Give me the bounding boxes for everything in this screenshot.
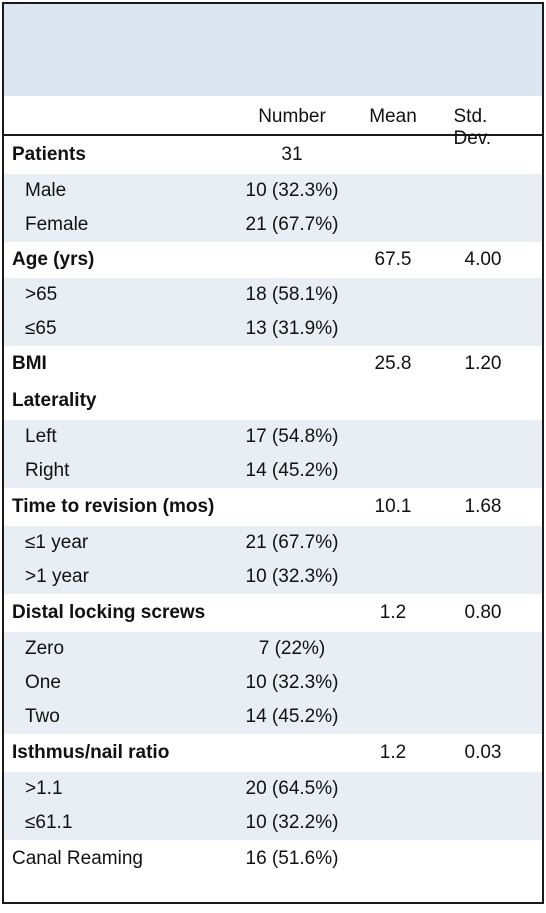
cell-std-dev: 4.00 bbox=[464, 249, 502, 270]
cell-number: 13 (31.9%) bbox=[245, 318, 339, 339]
cell-number: 10 (32.3%) bbox=[245, 180, 339, 201]
table-row: Laterality bbox=[4, 382, 542, 420]
cell-number: 21 (67.7%) bbox=[245, 214, 339, 235]
row-label: Canal Reaming bbox=[12, 848, 143, 869]
row-label: ≤61.1 bbox=[25, 812, 73, 833]
table-row: >65 18 (58.1%) bbox=[4, 278, 542, 312]
row-label: Two bbox=[25, 706, 60, 727]
header-std-dev: Std. Dev. bbox=[453, 106, 492, 149]
table-row: Female 21 (67.7%) bbox=[4, 208, 542, 242]
table-row: BMI 25.8 1.20 bbox=[4, 346, 542, 382]
row-label: Patients bbox=[12, 144, 86, 165]
cell-number: 14 (45.2%) bbox=[245, 706, 339, 727]
table-row: One 10 (32.3%) bbox=[4, 666, 542, 700]
row-label: Distal locking screws bbox=[12, 602, 206, 623]
row-label: >1.1 bbox=[25, 778, 63, 799]
table-row: >1 year 10 (32.3%) bbox=[4, 560, 542, 594]
cell-std-dev: 0.80 bbox=[464, 602, 502, 623]
row-label: Age (yrs) bbox=[12, 249, 95, 270]
cell-number: 20 (64.5%) bbox=[245, 778, 339, 799]
table-row: Male 10 (32.3%) bbox=[4, 174, 542, 208]
cell-number: 10 (32.3%) bbox=[245, 672, 339, 693]
cell-number: 31 bbox=[281, 144, 303, 165]
cell-number: 18 (58.1%) bbox=[245, 284, 339, 305]
table-row: ≤1 year 21 (67.7%) bbox=[4, 526, 542, 560]
cell-mean: 67.5 bbox=[374, 249, 412, 270]
cell-number: 14 (45.2%) bbox=[245, 460, 339, 481]
table-row: Age (yrs) 67.5 4.00 bbox=[4, 242, 542, 278]
table-row: Zero 7 (22%) bbox=[4, 632, 542, 666]
cell-number: 10 (32.3%) bbox=[245, 566, 339, 587]
cell-mean: 25.8 bbox=[374, 353, 412, 374]
header-number: Number bbox=[258, 106, 326, 127]
table-row: Two 14 (45.2%) bbox=[4, 700, 542, 734]
row-label: ≤1 year bbox=[25, 532, 89, 553]
cell-number: 10 (32.2%) bbox=[245, 812, 339, 833]
table-row: Canal Reaming 16 (51.6%) bbox=[4, 840, 542, 878]
cell-number: 16 (51.6%) bbox=[245, 848, 339, 869]
table-row: Time to revision (mos) 10.1 1.68 bbox=[4, 488, 542, 526]
table-header: Number Mean Std. Dev. bbox=[4, 96, 542, 149]
row-label: Laterality bbox=[12, 390, 97, 411]
title-band bbox=[4, 4, 542, 96]
table-row: Patients 31 bbox=[4, 136, 542, 174]
table-row: ≤61.1 10 (32.2%) bbox=[4, 806, 542, 840]
table-body: Patients 31 Male 10 (32.3%) Female 21 (67.7%)… bbox=[4, 136, 542, 878]
row-label: Male bbox=[25, 180, 67, 201]
row-label: Time to revision (mos) bbox=[12, 496, 215, 517]
cell-number: 7 (22%) bbox=[258, 638, 326, 659]
row-label: Right bbox=[25, 460, 70, 481]
row-label: ≤65 bbox=[25, 318, 57, 339]
table-row: Left 17 (54.8%) bbox=[4, 420, 542, 454]
row-label: Zero bbox=[25, 638, 65, 659]
table-row: >1.1 20 (64.5%) bbox=[4, 772, 542, 806]
header-mean: Mean bbox=[369, 106, 417, 127]
row-label: Left bbox=[25, 426, 57, 447]
row-label: >65 bbox=[25, 284, 58, 305]
row-label: >1 year bbox=[25, 566, 89, 587]
cell-number: 21 (67.7%) bbox=[245, 532, 339, 553]
table-row: Right 14 (45.2%) bbox=[4, 454, 542, 488]
row-label: BMI bbox=[12, 353, 47, 374]
table-row: Distal locking screws 1.2 0.80 bbox=[4, 594, 542, 632]
cell-mean: 10.1 bbox=[374, 496, 412, 517]
row-label: Isthmus/nail ratio bbox=[12, 742, 170, 763]
cell-std-dev: 1.20 bbox=[464, 353, 502, 374]
cell-std-dev: 1.68 bbox=[464, 496, 502, 517]
row-label: Female bbox=[25, 214, 89, 235]
table-row: ≤65 13 (31.9%) bbox=[4, 312, 542, 346]
table-row: Isthmus/nail ratio 1.2 0.03 bbox=[4, 734, 542, 772]
cell-std-dev: 0.03 bbox=[464, 742, 502, 763]
row-label: One bbox=[25, 672, 61, 693]
cell-mean: 1.2 bbox=[379, 602, 407, 623]
cell-number: 17 (54.8%) bbox=[245, 426, 339, 447]
cell-mean: 1.2 bbox=[379, 742, 407, 763]
